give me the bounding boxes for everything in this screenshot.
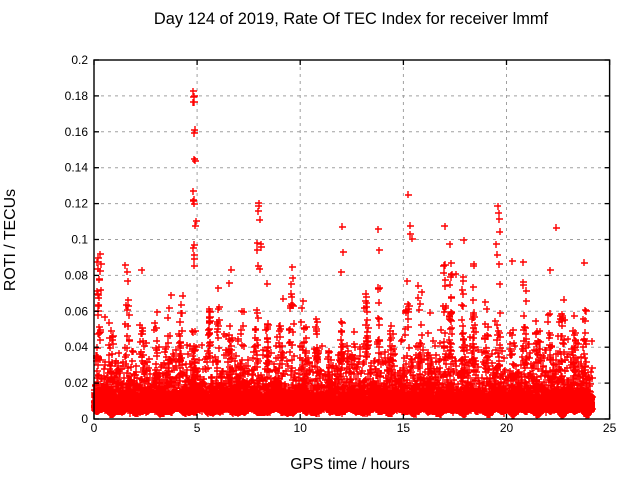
svg-text:15: 15 [397,421,411,435]
svg-text:10: 10 [294,421,308,435]
svg-text:0: 0 [81,412,88,426]
svg-text:25: 25 [603,421,617,435]
svg-text:5: 5 [194,421,201,435]
svg-text:GPS time / hours: GPS time / hours [290,456,410,473]
svg-text:0.04: 0.04 [65,340,89,354]
svg-text:0.08: 0.08 [65,268,89,282]
svg-text:0.1: 0.1 [71,233,88,247]
svg-text:ROTI / TECUs: ROTI / TECUs [2,189,19,291]
svg-text:0.14: 0.14 [65,161,89,175]
svg-text:0.2: 0.2 [71,53,88,67]
svg-text:0.06: 0.06 [65,304,89,318]
svg-text:0.02: 0.02 [65,376,89,390]
svg-text:Day 124 of 2019, Rate Of TEC I: Day 124 of 2019, Rate Of TEC Index for r… [154,10,549,28]
svg-text:0: 0 [91,421,98,435]
svg-text:20: 20 [500,421,514,435]
svg-text:0.16: 0.16 [65,125,89,139]
svg-text:0.18: 0.18 [65,89,89,103]
svg-text:0.12: 0.12 [65,197,89,211]
